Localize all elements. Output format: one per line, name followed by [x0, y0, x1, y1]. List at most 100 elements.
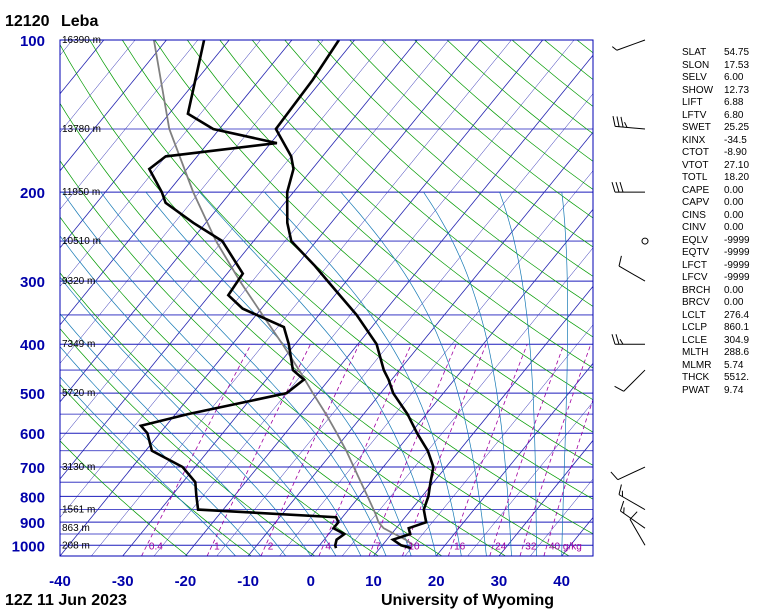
dry-adiabat-line	[60, 160, 506, 556]
index-row: EQLV -9999	[682, 235, 750, 248]
index-value: 0.00	[724, 209, 744, 221]
index-value: 860.1	[724, 322, 750, 333]
isotherm-line	[91, 40, 512, 556]
wind-barb	[618, 255, 646, 282]
index-value: 5.74	[724, 359, 744, 371]
index-row: CINS 0.00	[682, 210, 750, 223]
index-value: 0.00	[724, 297, 744, 308]
isotherm-line	[60, 40, 293, 326]
index-row: CAPE 0.00	[682, 185, 750, 198]
temperature-tick-label: 20	[428, 573, 445, 590]
wind-barb-feather	[620, 116, 624, 128]
isotherm-line	[0, 40, 41, 556]
index-key: LFCT	[682, 259, 707, 271]
index-value: 17.53	[724, 59, 750, 71]
temperature-tick-label: -10	[237, 573, 259, 590]
temperature-tick-label: 40	[553, 573, 570, 590]
pressure-tick-label: 500	[20, 386, 45, 403]
dry-adiabat-line	[316, 40, 593, 277]
isotherm-line	[153, 40, 575, 556]
index-value: 54.75	[724, 47, 750, 58]
index-key: KINX	[682, 134, 706, 146]
mixing-ratio-line	[519, 344, 592, 556]
dry-adiabat-line	[284, 40, 593, 307]
stability-indices-list: SLAT 54.75 SLON 17.53 SELV 6.00 SHOW 12.73 LIFT 6…	[682, 47, 750, 397]
index-row: BRCV 0.00	[682, 297, 750, 310]
moist-adiabat-line	[561, 192, 568, 556]
wind-barb-staff	[616, 39, 646, 51]
dry-adiabat-line	[219, 40, 593, 369]
isotherm-line	[60, 40, 387, 441]
pressure-tick-label: 100	[20, 33, 45, 50]
index-value: -9999	[724, 259, 750, 271]
wind-barb	[611, 181, 645, 193]
temperature-tick-label: -30	[112, 573, 134, 590]
dry-adiabat-line	[60, 383, 252, 556]
wind-barb-feather	[611, 181, 616, 193]
moist-adiabat-line	[60, 313, 286, 556]
index-value: 304.9	[724, 334, 750, 346]
index-row: SELV 6.00	[682, 72, 750, 85]
dry-adiabat-line	[60, 216, 443, 556]
index-value: 6.88	[724, 97, 744, 108]
moist-adiabat-line	[499, 191, 537, 556]
index-value: -9999	[724, 272, 750, 283]
index-key: LCLP	[682, 322, 708, 333]
index-row: LCLP 860.1	[682, 322, 750, 335]
mixing-ratio-line	[448, 344, 528, 556]
wind-barb	[619, 500, 646, 529]
temperature-profile-line	[274, 40, 435, 550]
mixing-ratio-line	[402, 344, 487, 556]
index-row: MLMR 5.74	[682, 360, 750, 373]
wind-barb	[610, 466, 646, 481]
moist-adiabat-line	[62, 191, 362, 556]
isotherm-line	[60, 40, 261, 287]
index-key: THCK	[682, 372, 710, 383]
wind-barb-feather	[629, 511, 638, 520]
mixing-ratio-label: 24	[495, 541, 507, 552]
moist-adiabat-line	[60, 276, 312, 556]
index-row: SWET 25.25	[682, 122, 750, 135]
isotherm-line	[185, 54, 593, 556]
index-key: TOTL	[682, 172, 708, 183]
height-label: 13780 m	[62, 124, 101, 135]
isotherm-line	[60, 40, 418, 480]
index-row: BRCH 0.00	[682, 285, 750, 298]
index-value: 288.6	[724, 347, 750, 358]
isotherm-line	[60, 40, 136, 133]
wind-barb-feather	[618, 484, 622, 495]
moist-adiabat-line	[423, 191, 512, 556]
pressure-tick-label: 300	[20, 274, 45, 291]
wind-barb-feather	[611, 334, 616, 345]
station-name: Leba	[61, 13, 99, 30]
temperature-tick-label: 0	[307, 573, 315, 590]
dry-adiabat-line	[251, 40, 593, 338]
index-value: 5512.	[724, 372, 750, 383]
isotherm-line	[60, 40, 355, 403]
index-key: CAPV	[682, 197, 710, 208]
index-key: LIFT	[682, 97, 703, 108]
dewpoint-profile-line	[138, 40, 347, 549]
index-key: SHOW	[682, 84, 714, 96]
isotherm-line	[498, 439, 593, 556]
pressure-tick-label: 600	[20, 426, 45, 443]
index-key: CAPE	[682, 184, 710, 196]
pressure-tick-label: 800	[20, 489, 45, 506]
wind-barb	[614, 369, 646, 392]
index-row: LFCT -9999	[682, 260, 750, 273]
index-value: 0.00	[724, 284, 744, 296]
index-value: 0.00	[724, 184, 744, 196]
isotherm-line	[435, 362, 593, 556]
dry-adiabat-line	[60, 440, 188, 556]
index-key: LFTV	[682, 109, 707, 121]
moist-adiabat-line	[60, 235, 337, 556]
index-key: EQTV	[682, 247, 710, 258]
index-row: EQTV -9999	[682, 247, 750, 260]
isotherm-line	[60, 40, 167, 172]
wind-barb-staff	[620, 510, 646, 529]
height-label: 9320 m	[62, 276, 95, 287]
isotherm-line	[60, 40, 324, 364]
moist-adiabat-line	[60, 376, 236, 556]
isotherm-line	[373, 285, 593, 556]
